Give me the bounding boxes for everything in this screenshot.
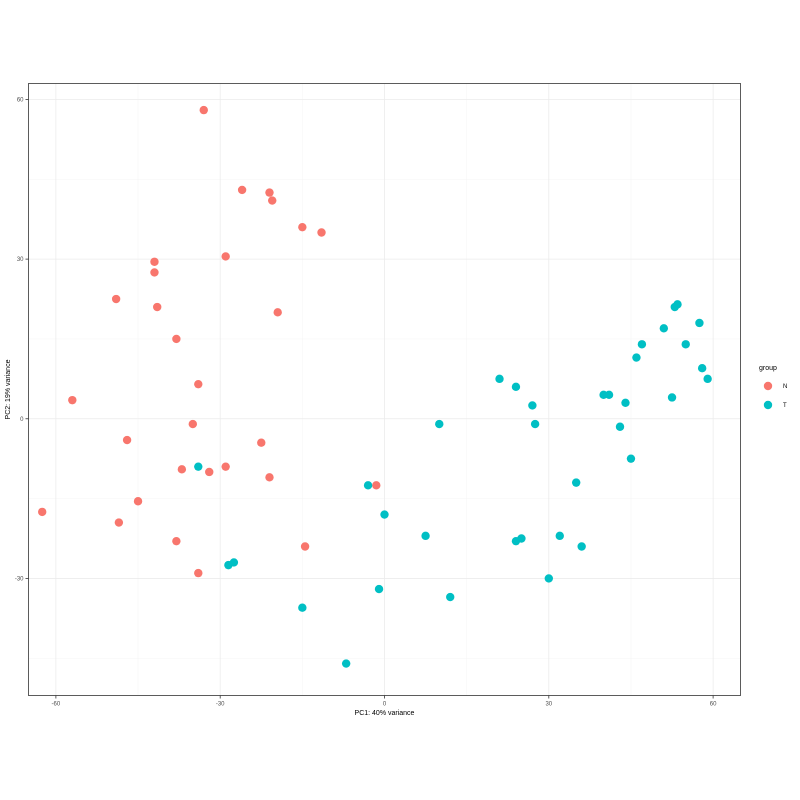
data-point-t <box>667 393 677 402</box>
data-point-n <box>68 395 77 405</box>
data-point-t <box>555 531 564 541</box>
data-point-t <box>530 419 540 429</box>
data-point-n <box>172 536 181 546</box>
data-point-n <box>172 334 181 344</box>
data-point-n <box>268 196 277 205</box>
data-points <box>37 105 712 668</box>
legend-label-t: T <box>783 403 787 409</box>
data-point-n <box>133 497 143 506</box>
data-point-t <box>544 574 554 583</box>
data-point-n <box>122 435 132 445</box>
data-point-t <box>495 374 504 384</box>
legend-key-n <box>763 381 773 391</box>
data-point-n <box>372 481 381 490</box>
data-point-n <box>114 518 124 527</box>
data-point-t <box>681 340 690 349</box>
y-tick-label: 30 <box>17 257 24 263</box>
data-point-t <box>703 374 712 384</box>
data-point-t <box>659 324 669 333</box>
data-point-n <box>221 252 230 261</box>
data-point-t <box>298 603 307 612</box>
legend-label-n: N <box>783 384 787 390</box>
x-axis-title: PC1: 40% variance <box>355 710 415 717</box>
data-point-n <box>298 222 307 232</box>
axis-ticks: -60 -30 0 30 60 60 30 0 -30 <box>15 97 717 707</box>
y-tick-label: 60 <box>17 97 24 103</box>
y-axis-title: PC2: 19% variance <box>5 359 12 419</box>
data-point-n <box>221 462 230 471</box>
data-point-t <box>380 510 389 519</box>
x-tick-label: -30 <box>216 702 225 708</box>
data-point-t <box>374 584 384 594</box>
data-point-t <box>604 390 614 400</box>
data-point-t <box>695 318 704 328</box>
data-point-n <box>188 419 198 429</box>
data-point-t <box>571 478 581 487</box>
data-point-t <box>435 419 444 429</box>
x-tick-label: -60 <box>52 702 61 708</box>
legend-key-t <box>763 400 773 410</box>
grid-lines <box>28 83 741 696</box>
data-point-t <box>673 300 682 309</box>
data-point-t <box>621 398 630 408</box>
data-point-n <box>199 105 208 115</box>
data-point-t <box>224 560 233 570</box>
data-point-n <box>194 568 203 578</box>
data-point-t <box>637 340 647 349</box>
legend: group N T <box>759 365 787 410</box>
data-point-t <box>194 462 203 471</box>
x-tick-label: 60 <box>710 702 717 708</box>
y-tick-label: -30 <box>15 576 24 582</box>
data-point-t <box>363 481 373 490</box>
data-point-n <box>257 438 266 447</box>
data-point-t <box>341 659 351 668</box>
data-point-n <box>265 188 274 197</box>
data-point-t <box>517 534 526 543</box>
data-point-n <box>317 228 326 237</box>
data-point-n <box>37 507 47 517</box>
data-point-n <box>237 185 247 195</box>
data-point-t <box>697 364 707 373</box>
data-point-t <box>626 454 636 463</box>
data-point-n <box>177 465 187 474</box>
data-point-n <box>111 294 121 304</box>
data-point-t <box>615 422 625 431</box>
data-point-n <box>150 268 159 277</box>
data-point-n <box>273 308 282 317</box>
data-point-n <box>150 257 159 266</box>
data-point-t <box>511 382 521 392</box>
data-point-t <box>632 353 641 362</box>
data-point-t <box>446 592 455 602</box>
data-point-n <box>153 302 162 312</box>
data-point-n <box>194 379 203 389</box>
data-point-n <box>300 542 310 551</box>
y-tick-label: 0 <box>20 417 24 423</box>
legend-title: group <box>759 365 777 372</box>
data-point-t <box>528 401 537 410</box>
x-tick-label: 30 <box>545 702 552 708</box>
data-point-n <box>265 473 274 482</box>
data-point-n <box>205 467 214 477</box>
x-tick-label: 0 <box>383 702 387 708</box>
data-point-t <box>577 542 586 551</box>
data-point-t <box>421 531 430 541</box>
